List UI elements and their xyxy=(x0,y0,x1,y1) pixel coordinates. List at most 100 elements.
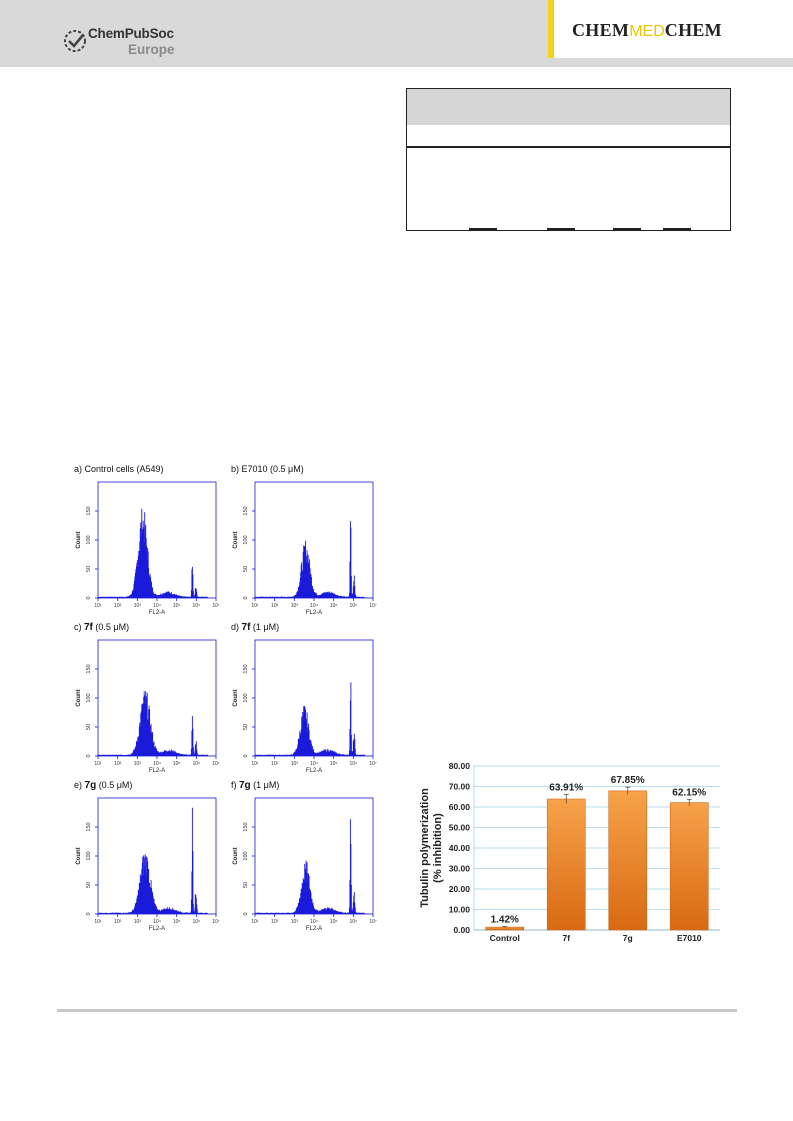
x-tick-label: 10² xyxy=(271,919,279,925)
histogram-svg: 0 50 100 150 10¹ 10² 10³ 10⁴ 10⁵ 10⁶ 10⁷ Count FL2-A xyxy=(233,797,377,932)
plot-frame xyxy=(97,797,217,915)
y-tick-label: 80.00 xyxy=(449,761,471,771)
histogram-panel: d) 7f (1 μM) 0 50 100 150 10¹ 10² 10³ 10⁴ 10⁵ 10⁶ 1… xyxy=(231,622,379,774)
y-tick-label: 0 xyxy=(86,596,92,599)
x-tick-label: 10⁵ xyxy=(173,919,181,925)
histogram-bars xyxy=(97,807,216,914)
panel-letter: b) xyxy=(231,464,242,474)
y-tick-label: 30.00 xyxy=(449,864,471,874)
category-label: E7010 xyxy=(677,933,702,943)
journal-name-part2: MED xyxy=(629,23,665,40)
plot-frame xyxy=(97,481,217,599)
x-tick-label: 10³ xyxy=(134,761,142,767)
y-axis-label: Count xyxy=(76,689,82,706)
x-tick-label: 10¹ xyxy=(251,919,259,925)
x-tick-label: 10⁵ xyxy=(330,919,338,925)
journal-name-part1: CHEM xyxy=(572,20,630,40)
panel-label: (0.5 μM) xyxy=(96,780,133,790)
y-axis-label: Tubulin polymerization xyxy=(419,788,431,908)
y-tick-label: 150 xyxy=(86,664,92,673)
table-tick xyxy=(663,228,691,230)
x-tick-label: 10⁵ xyxy=(330,603,338,609)
y-tick-label: 50 xyxy=(86,566,92,572)
plot-frame xyxy=(254,481,374,599)
x-axis-label: FL2-A xyxy=(149,610,165,616)
y-tick-label: 50 xyxy=(86,724,92,730)
histogram-bars xyxy=(254,521,373,598)
panel-letter: d) xyxy=(231,622,242,632)
x-tick-label: 10⁵ xyxy=(173,761,181,767)
y-tick-label: 60.00 xyxy=(449,802,471,812)
y-tick-label: 0 xyxy=(86,912,92,915)
publisher-sub: Europe xyxy=(128,42,175,57)
x-tick-label: 10⁵ xyxy=(330,761,338,767)
y-tick-label: 20.00 xyxy=(449,884,471,894)
x-tick-label: 10⁴ xyxy=(153,603,161,609)
journal-name-part3: CHEM xyxy=(664,20,722,40)
panel-compound: 7g xyxy=(84,780,97,791)
x-tick-label: 10⁴ xyxy=(310,603,318,609)
panel-label: E7010 (0.5 μM) xyxy=(241,464,304,474)
y-tick-label: 150 xyxy=(86,506,92,515)
table-fragment xyxy=(406,88,731,231)
y-axis-label: Count xyxy=(233,847,239,864)
table-tick xyxy=(469,228,497,230)
x-tick-label: 10⁴ xyxy=(153,919,161,925)
x-tick-label: 10⁷ xyxy=(212,919,220,925)
x-tick-label: 10⁷ xyxy=(369,603,377,609)
y-tick-label: 40.00 xyxy=(449,843,471,853)
panel-letter: f) xyxy=(231,780,239,790)
histogram-bars xyxy=(254,819,373,914)
panel-title: e) 7g (0.5 μM) xyxy=(74,780,132,791)
y-axis-label: Count xyxy=(233,531,239,548)
x-tick-label: 10² xyxy=(114,919,122,925)
category-label: 7f xyxy=(562,933,570,943)
x-tick-label: 10⁶ xyxy=(193,761,201,767)
panel-label: (0.5 μM) xyxy=(92,622,130,632)
cell-cycle-histograms: a) Control cells (A549) 0 50 100 150 10¹ 10² 10… xyxy=(74,464,384,944)
y-tick-label: 100 xyxy=(243,693,249,702)
panel-compound: 7f xyxy=(84,622,93,633)
x-tick-label: 10² xyxy=(271,603,279,609)
histogram-bars xyxy=(97,691,216,756)
panel-title: a) Control cells (A549) xyxy=(74,464,164,474)
x-tick-label: 10² xyxy=(114,761,122,767)
histogram-panel: f) 7g (1 μM) 0 50 100 150 10¹ 10² 10³ 10⁴ 10⁵ 10⁶ 1… xyxy=(231,780,379,932)
x-tick-label: 10⁴ xyxy=(310,919,318,925)
histogram-bars xyxy=(97,508,216,598)
x-tick-label: 10⁶ xyxy=(193,919,201,925)
x-tick-label: 10³ xyxy=(291,919,299,925)
x-axis-label: FL2-A xyxy=(306,610,322,616)
x-tick-label: 10² xyxy=(114,603,122,609)
panel-compound: 7f xyxy=(241,622,251,633)
y-axis-label: Count xyxy=(76,847,82,864)
x-tick-label: 10⁵ xyxy=(173,603,181,609)
plot-frame xyxy=(254,797,374,915)
chempubsoc-seal-icon xyxy=(64,30,86,52)
y-axis-label: Count xyxy=(233,689,239,706)
x-tick-label: 10³ xyxy=(134,603,142,609)
table-tick xyxy=(469,146,497,148)
journal-logo: CHEMMEDCHEM xyxy=(548,0,793,58)
publisher-name: ChemPubSoc xyxy=(88,26,174,41)
panel-letter: c) xyxy=(74,622,84,632)
x-tick-label: 10⁴ xyxy=(153,761,161,767)
x-tick-label: 10⁴ xyxy=(310,761,318,767)
table-tick xyxy=(663,146,691,148)
y-tick-label: 50 xyxy=(86,882,92,888)
x-tick-label: 10⁶ xyxy=(193,603,201,609)
x-tick-label: 10⁷ xyxy=(369,919,377,925)
y-tick-label: 50 xyxy=(243,882,249,888)
histogram-svg: 0 50 100 150 10¹ 10² 10³ 10⁴ 10⁵ 10⁶ 10⁷ Count FL2-A xyxy=(233,481,377,616)
panel-letter: e) xyxy=(74,780,85,790)
y-tick-label: 0 xyxy=(243,596,249,599)
category-label: 7g xyxy=(623,933,633,943)
x-tick-label: 10³ xyxy=(291,761,299,767)
panel-title: c) 7f (0.5 μM) xyxy=(74,622,129,633)
y-tick-label: 150 xyxy=(243,664,249,673)
y-tick-label: 100 xyxy=(243,851,249,860)
category-label: Control xyxy=(490,933,520,943)
histogram-svg: 0 50 100 150 10¹ 10² 10³ 10⁴ 10⁵ 10⁶ 10⁷ Count FL2-A xyxy=(233,639,377,774)
x-tick-label: 10³ xyxy=(291,603,299,609)
y-tick-label: 0 xyxy=(86,754,92,757)
